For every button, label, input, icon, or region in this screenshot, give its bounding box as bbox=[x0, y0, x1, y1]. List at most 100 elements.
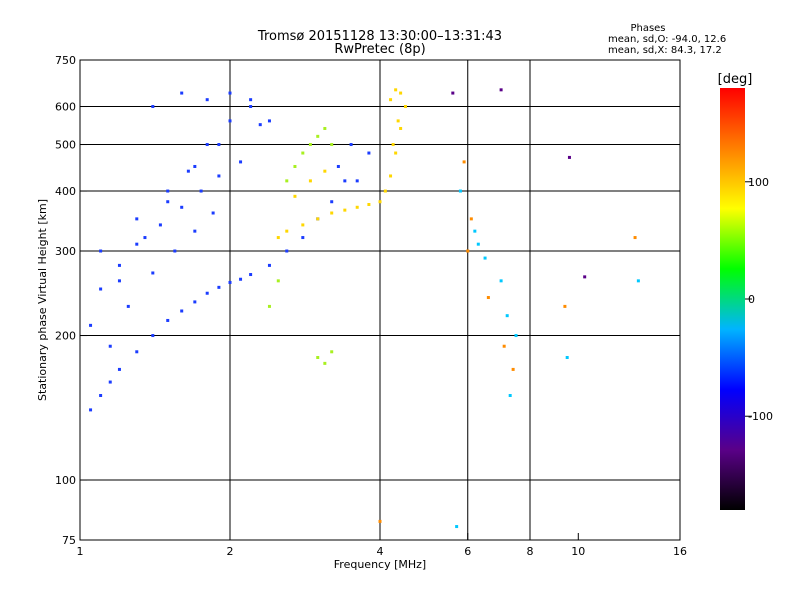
data-point bbox=[89, 323, 93, 327]
data-point bbox=[458, 189, 462, 193]
data-point bbox=[166, 318, 170, 322]
y-tick-label: 750 bbox=[55, 54, 76, 67]
data-point bbox=[99, 394, 103, 398]
data-point bbox=[316, 217, 320, 221]
data-point bbox=[505, 314, 509, 318]
y-tick-label: 300 bbox=[55, 245, 76, 258]
data-point bbox=[89, 408, 93, 412]
data-point bbox=[378, 200, 382, 204]
x-tick-label: 4 bbox=[377, 545, 384, 558]
data-point bbox=[193, 300, 197, 304]
data-point bbox=[469, 217, 473, 221]
data-point bbox=[394, 151, 398, 155]
data-point bbox=[293, 164, 297, 168]
data-point bbox=[249, 105, 253, 109]
data-point bbox=[451, 91, 455, 95]
data-point bbox=[330, 211, 334, 215]
data-point bbox=[99, 249, 103, 253]
data-point bbox=[511, 367, 515, 371]
data-point bbox=[239, 160, 243, 164]
data-point bbox=[108, 344, 112, 348]
data-point bbox=[343, 208, 347, 212]
data-point bbox=[343, 179, 347, 183]
data-point bbox=[135, 242, 139, 246]
colorbar-ticks: 100 0 -100 bbox=[745, 176, 773, 423]
data-point bbox=[455, 525, 459, 529]
data-point bbox=[267, 304, 271, 308]
data-point bbox=[267, 119, 271, 123]
data-point bbox=[583, 275, 587, 279]
colorbar-tick-label: 0 bbox=[748, 293, 755, 306]
data-point bbox=[466, 249, 470, 253]
y-tick-label: 400 bbox=[55, 185, 76, 198]
data-point bbox=[166, 189, 170, 193]
data-point bbox=[301, 236, 305, 240]
data-point bbox=[285, 179, 289, 183]
phase-stats-title: Phases bbox=[630, 23, 665, 34]
data-point bbox=[499, 88, 503, 92]
data-point bbox=[143, 236, 147, 240]
x-tick-label: 8 bbox=[527, 545, 534, 558]
data-point bbox=[205, 98, 209, 102]
data-point bbox=[316, 355, 320, 359]
data-point bbox=[349, 143, 353, 147]
data-point bbox=[211, 211, 215, 215]
data-point bbox=[396, 119, 400, 123]
data-point bbox=[239, 277, 243, 281]
grid bbox=[80, 60, 680, 540]
data-point bbox=[276, 279, 280, 283]
data-point bbox=[249, 98, 253, 102]
data-point bbox=[389, 174, 393, 178]
data-point bbox=[462, 160, 466, 164]
data-point bbox=[499, 279, 503, 283]
data-point bbox=[403, 105, 407, 109]
data-point bbox=[636, 279, 640, 283]
data-point bbox=[258, 123, 262, 127]
phase-stats-o: mean, sd,O: -94.0, 12.6 bbox=[608, 34, 726, 45]
data-point bbox=[126, 304, 130, 308]
data-point bbox=[180, 309, 184, 313]
data-point bbox=[316, 134, 320, 138]
data-point bbox=[135, 217, 139, 221]
data-point bbox=[205, 291, 209, 295]
phase-colorbar: [deg] 100 0 -100 bbox=[718, 72, 773, 510]
data-point bbox=[285, 249, 289, 253]
y-tick-label: 100 bbox=[55, 474, 76, 487]
x-axis-ticks: 1 2 4 6 8 10 16 bbox=[77, 533, 687, 558]
data-points bbox=[89, 88, 640, 529]
y-tick-label: 500 bbox=[55, 139, 76, 152]
x-tick-label: 2 bbox=[227, 545, 234, 558]
y-tick-label: 600 bbox=[55, 101, 76, 114]
data-point bbox=[389, 98, 393, 102]
data-point bbox=[308, 179, 312, 183]
data-point bbox=[135, 350, 139, 354]
data-point bbox=[158, 223, 162, 227]
data-point bbox=[228, 280, 232, 284]
data-point bbox=[330, 143, 334, 147]
colorbar-gradient bbox=[720, 88, 745, 510]
data-point bbox=[483, 256, 487, 260]
x-tick-label: 1 bbox=[77, 545, 84, 558]
data-point bbox=[476, 242, 480, 246]
data-point bbox=[399, 126, 403, 130]
data-point bbox=[249, 273, 253, 277]
data-point bbox=[514, 334, 518, 338]
data-point bbox=[285, 229, 289, 233]
data-point bbox=[151, 271, 155, 275]
data-point bbox=[99, 287, 103, 291]
data-point bbox=[367, 151, 371, 155]
x-tick-label: 10 bbox=[571, 545, 585, 558]
data-point bbox=[186, 169, 190, 173]
data-point bbox=[108, 380, 112, 384]
data-point bbox=[117, 263, 121, 267]
data-point bbox=[151, 105, 155, 109]
data-point bbox=[323, 361, 327, 365]
data-point bbox=[117, 279, 121, 283]
data-point bbox=[199, 189, 203, 193]
data-point bbox=[193, 229, 197, 233]
data-point bbox=[228, 119, 232, 123]
y-tick-label: 200 bbox=[55, 330, 76, 343]
data-point bbox=[117, 367, 121, 371]
data-point bbox=[217, 285, 221, 289]
